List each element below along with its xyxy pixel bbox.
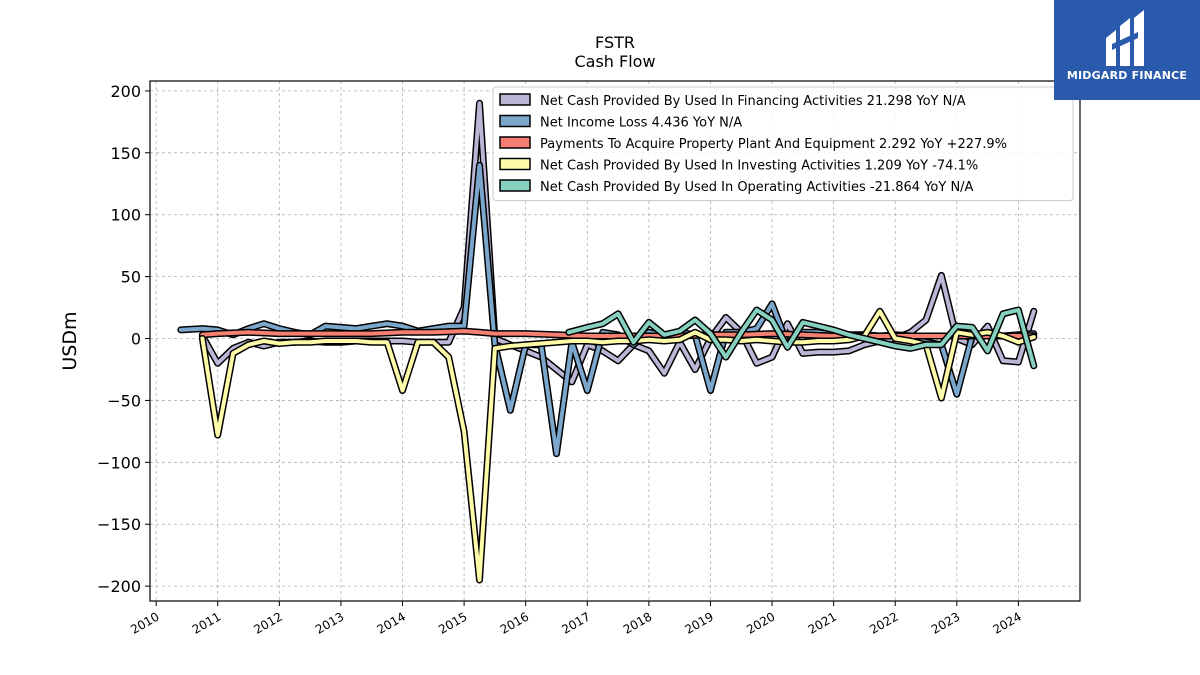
x-tick-label: 2018 — [621, 609, 654, 636]
legend-label: Net Income Loss 4.436 YoY N/A — [540, 116, 742, 131]
legend-swatch — [499, 93, 531, 106]
brand-mark-icon — [1106, 10, 1144, 66]
x-tick-label: 2015 — [436, 609, 469, 636]
legend-swatch — [499, 157, 531, 171]
x-tick-label: 2011 — [190, 609, 223, 636]
y-axis-label: USDm — [59, 311, 81, 370]
y-tick-label: 200 — [110, 82, 141, 101]
x-tick-label: 2013 — [313, 609, 346, 636]
legend-label: Net Cash Provided By Used In Operating A… — [540, 180, 974, 195]
legend-swatch — [499, 136, 531, 149]
x-tick-label: 2017 — [559, 609, 592, 636]
y-tick-label: −50 — [107, 391, 141, 410]
series-lines — [177, 99, 1038, 584]
x-tick-label: 2020 — [744, 609, 777, 636]
series-line-4 — [566, 308, 1036, 368]
series-line-3 — [200, 309, 1036, 582]
x-tick-label: 2021 — [806, 609, 839, 636]
x-tick-label: 2024 — [990, 609, 1023, 636]
y-tick-label: 100 — [110, 206, 141, 225]
x-tick-label: 2014 — [375, 609, 408, 636]
x-tick-label: 2023 — [929, 609, 962, 636]
x-tick-label: 2012 — [251, 609, 284, 636]
chart-title: FSTR — [595, 33, 635, 52]
y-tick-label: −150 — [97, 515, 141, 534]
legend-label: Payments To Acquire Property Plant And E… — [540, 137, 1007, 152]
legend-box — [492, 86, 1074, 201]
y-tick-label: 50 — [121, 268, 141, 287]
x-tick-label: 2019 — [683, 609, 716, 636]
series-line-1 — [178, 163, 1036, 456]
y-tick-label: 0 — [131, 330, 141, 349]
chart-subtitle: Cash Flow — [574, 52, 655, 71]
legend: Net Cash Provided By Used In Financing A… — [492, 86, 1074, 201]
y-tick-label: 150 — [110, 144, 141, 163]
legend-label: Net Cash Provided By Used In Investing A… — [540, 159, 978, 174]
x-tick-label: 2022 — [867, 609, 900, 636]
brand-name: MIDGARD FINANCE — [1066, 69, 1188, 82]
legend-swatch — [499, 114, 531, 128]
y-tick-label: −200 — [97, 577, 141, 596]
legend-label: Net Cash Provided By Used In Financing A… — [540, 94, 966, 109]
plot-frame — [149, 80, 1081, 602]
x-tick-label: 2010 — [128, 609, 161, 636]
y-tick-label: −100 — [97, 453, 141, 472]
legend-swatch — [499, 179, 531, 192]
series-outline-1 — [177, 161, 1038, 458]
x-tick-label: 2016 — [498, 609, 531, 636]
brand-logo: MIDGARD FINANCE — [1054, 0, 1200, 100]
